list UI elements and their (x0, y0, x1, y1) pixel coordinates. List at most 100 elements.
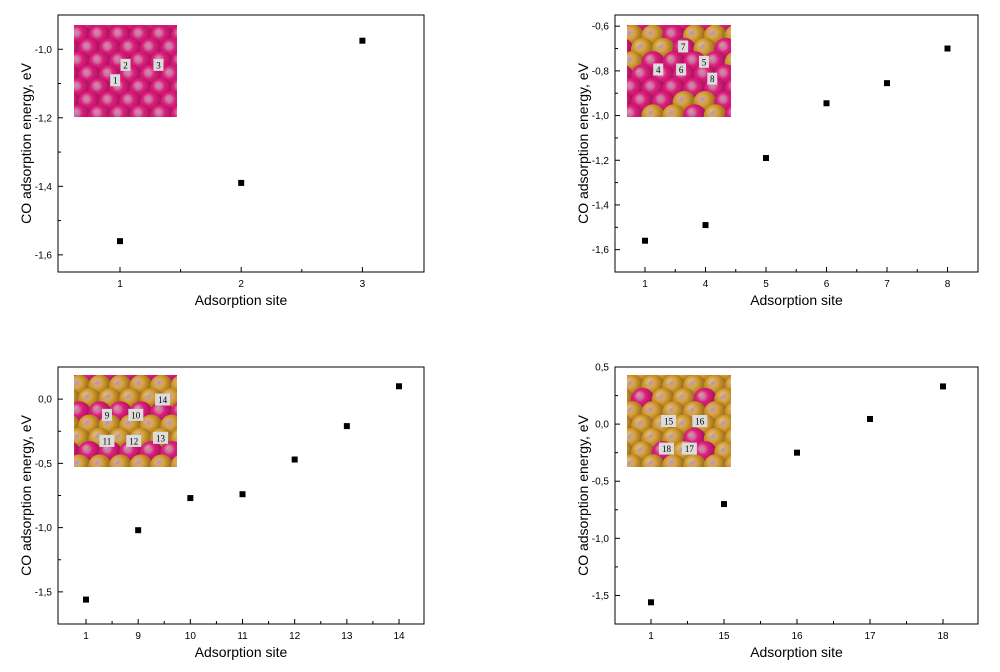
x-tick-label: 4 (703, 279, 709, 290)
x-tick-label: 9 (135, 631, 141, 642)
y-tick-label: -0,8 (592, 66, 610, 77)
site-label: 12 (129, 436, 138, 446)
site-label: 4 (656, 65, 661, 75)
y-axis-title: CO adsorption energy, eV (575, 414, 591, 575)
atom-pink (74, 104, 91, 117)
site-label: 6 (679, 65, 684, 75)
y-tick-label: -1,6 (35, 250, 53, 261)
y-tick-label: -1,4 (592, 200, 610, 211)
y-tick-label: -1,0 (35, 523, 53, 534)
y-tick-label: -1,2 (592, 156, 610, 167)
site-label-box (101, 408, 112, 421)
atom-pink (170, 105, 177, 117)
site-label: 15 (664, 417, 674, 427)
x-axis-title: Adsorption site (195, 292, 288, 308)
data-point (187, 495, 194, 502)
x-tick-label: 3 (360, 279, 366, 290)
x-tick-label: 5 (763, 279, 769, 290)
site-label-box (661, 415, 677, 427)
chart-panel-2: -1,6 -1,4 -1,2 -1,0 -0,8 -0,6 1 4 5 6 7 8 Adsorption… (575, 14, 979, 308)
x-tick-label: 11 (237, 631, 248, 642)
x-tick-label: 1 (648, 631, 654, 642)
site-label: 18 (662, 444, 672, 454)
y-tick-label: -1,5 (592, 591, 610, 602)
y-tick-label: -1,5 (35, 587, 53, 598)
atom-gold (662, 104, 686, 117)
y-axis-title: CO adsorption energy, eV (575, 62, 591, 223)
data-point (291, 456, 298, 463)
site-label: 5 (702, 57, 707, 67)
site-label: 3 (156, 60, 161, 70)
atom-gold (682, 454, 707, 467)
site-label-box (681, 442, 697, 455)
site-label-box (120, 58, 131, 71)
chart-panel-4: -1,5 -1,0 -0,5 0,0 0,5 1 15 16 17 18 Adsorption si… (575, 363, 979, 660)
data-point (867, 415, 873, 422)
data-point (396, 383, 403, 390)
site-label: 13 (156, 433, 166, 443)
x-tick-label: 1 (117, 279, 123, 290)
data-point (648, 599, 654, 606)
y-tick-label: -0,6 (592, 22, 610, 33)
y-tick-label: -1,2 (35, 113, 53, 124)
x-axis-title: Adsorption site (750, 644, 843, 660)
data-point (238, 179, 245, 186)
site-label: 16 (695, 417, 705, 427)
surface-inset (74, 375, 177, 467)
atom-gold (703, 454, 728, 467)
atom-pink (88, 104, 112, 117)
data-point (823, 100, 830, 107)
surface-inset (627, 375, 731, 467)
site-label: 14 (158, 395, 168, 405)
data-point (794, 449, 800, 456)
site-label-box (698, 55, 709, 68)
x-tick-label: 18 (937, 631, 949, 642)
atom-gold (88, 454, 112, 467)
site-label-box (676, 63, 687, 76)
y-tick-label: -1,0 (35, 45, 53, 56)
site-label-box (678, 40, 689, 53)
data-point (944, 45, 951, 52)
x-axis-title: Adsorption site (750, 292, 843, 308)
data-point (239, 491, 246, 498)
atom-pink (682, 104, 707, 117)
atom-pink (724, 105, 731, 117)
atom-gold (150, 454, 174, 467)
atom-gold (641, 454, 665, 467)
x-tick-label: 10 (185, 631, 197, 642)
x-tick-label: 16 (791, 631, 803, 642)
data-point (884, 80, 890, 87)
data-point (642, 237, 648, 244)
site-label-box (153, 58, 164, 71)
data-point (763, 155, 769, 162)
atom-gold (641, 104, 665, 117)
atom-gold (170, 455, 177, 467)
y-axis-title: CO adsorption energy, eV (18, 62, 34, 223)
atom-gold (108, 454, 132, 467)
atom-pink (108, 104, 132, 117)
site-label-box (110, 74, 121, 87)
site-label: 9 (105, 410, 110, 420)
x-tick-label: 17 (864, 631, 876, 642)
y-tick-label: -1,6 (592, 245, 610, 256)
y-tick-label: -0,5 (592, 477, 610, 488)
site-label-box (126, 434, 142, 447)
data-point (940, 383, 946, 390)
x-tick-label: 7 (884, 279, 890, 290)
surface-inset (74, 25, 177, 117)
y-axis-title: CO adsorption energy, eV (18, 414, 34, 575)
data-point (83, 596, 89, 603)
site-label-box (99, 434, 115, 447)
y-tick-label: -1,0 (592, 534, 610, 545)
atom-gold (129, 454, 153, 467)
atom-gold (703, 104, 728, 117)
site-label: 7 (681, 42, 686, 52)
atom-pink (627, 104, 644, 117)
atom-pink (150, 104, 174, 117)
site-label: 11 (103, 436, 112, 446)
atom-gold (662, 454, 686, 467)
x-tick-label: 15 (718, 631, 730, 642)
atom-gold (724, 455, 731, 467)
